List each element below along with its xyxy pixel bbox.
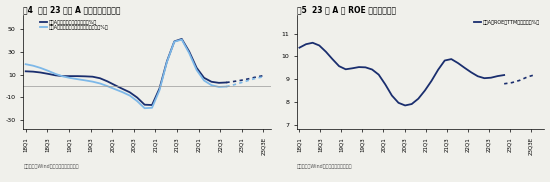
Text: 资料来源：Wind，海通证券研究所测算: 资料来源：Wind，海通证券研究所测算 <box>23 164 79 169</box>
Text: 图4  预计 23 年全 A 盈利增速逐级向上: 图4 预计 23 年全 A 盈利增速逐级向上 <box>23 6 121 15</box>
Text: 资料来源：Wind，海通证券研究所测算: 资料来源：Wind，海通证券研究所测算 <box>297 164 353 169</box>
Legend: 全年A股ROE（TTM，整体法，%）: 全年A股ROE（TTM，整体法，%） <box>472 18 542 27</box>
Text: 图5  23 年 A 股 ROE 有望持续改善: 图5 23 年 A 股 ROE 有望持续改善 <box>297 6 396 15</box>
Legend: 全部A股归母净利润累计同比（%）, 全部A股剔除金融归母净利润累计同比（%）: 全部A股归母净利润累计同比（%）, 全部A股剔除金融归母净利润累计同比（%） <box>38 18 111 32</box>
